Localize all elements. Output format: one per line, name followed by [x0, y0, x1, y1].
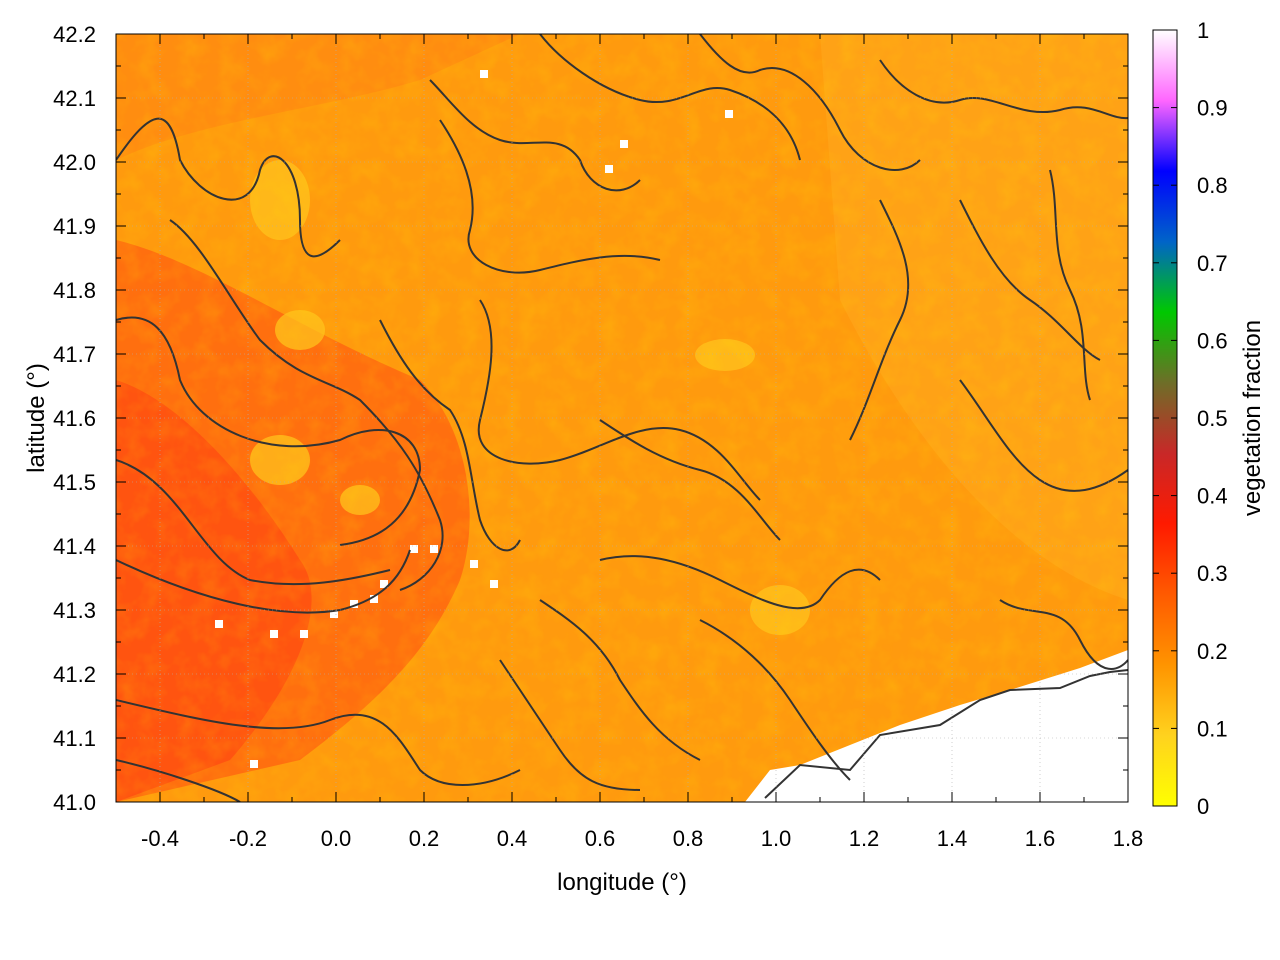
contour-line: [999, 599, 1128, 670]
no-data-pixel: [380, 580, 388, 588]
colorbar-tick-label: 0: [1197, 794, 1209, 819]
no-data-pixel: [725, 110, 733, 118]
colorbar-tick-label: 0.7: [1197, 251, 1228, 276]
contour-line: [959, 379, 1128, 492]
y-tick-label: 42.0: [53, 150, 96, 175]
contour-line: [116, 316, 422, 546]
colorbar-tick-label: 0.1: [1197, 716, 1228, 741]
colorbar-tick-label: 0.2: [1197, 639, 1228, 664]
y-tick-label: 41.5: [53, 470, 96, 495]
x-tick-label: 1.4: [937, 826, 968, 851]
colorbar-tick-label: 0.4: [1197, 484, 1228, 509]
contour-line: [1049, 169, 1091, 401]
contour-line: [429, 79, 641, 192]
y-tick-label: 42.1: [53, 86, 96, 111]
y-tick-label: 41.9: [53, 214, 96, 239]
colorbar-tick-label: 0.9: [1197, 96, 1228, 121]
colorbar-tick-label: 1: [1197, 18, 1209, 43]
contour-line: [116, 117, 341, 258]
contour-line: [764, 669, 1128, 799]
y-tick-label: 42.2: [53, 22, 96, 47]
contour-line: [699, 34, 921, 171]
contour-line: [439, 119, 661, 274]
contour-line: [699, 619, 851, 781]
y-tick-label: 41.4: [53, 534, 96, 559]
y-tick-label: 41.3: [53, 598, 96, 623]
colorbar-ticks: 0 0.1 0.2 0.3 0.4 0.5 0.6 0.7 0.8 0.9 1: [1153, 18, 1228, 819]
contour-line: [116, 459, 391, 586]
no-data-pixel: [605, 165, 613, 173]
contour-line: [116, 699, 521, 786]
no-data-pixel: [620, 140, 628, 148]
no-data-pixel: [430, 545, 438, 553]
y-tick-label: 41.8: [53, 278, 96, 303]
contour-line: [477, 299, 761, 501]
contour-line: [116, 549, 411, 614]
no-data-pixel: [350, 600, 358, 608]
contour-line: [879, 59, 1128, 120]
x-tick-label: -0.4: [141, 826, 179, 851]
x-tick-label: 0.8: [673, 826, 704, 851]
colorbar-tick-label: 0.8: [1197, 173, 1228, 198]
no-data-pixel: [250, 760, 258, 768]
contour-line: [539, 599, 701, 761]
y-tick-label: 41.6: [53, 406, 96, 431]
contour-line: [116, 759, 241, 802]
contour-line: [599, 419, 781, 541]
x-tick-label: 0.6: [585, 826, 616, 851]
x-tick-label: 1.6: [1025, 826, 1056, 851]
elevation-contours: [116, 34, 1128, 802]
grid-lines: [116, 34, 1128, 802]
no-data-pixel: [480, 70, 488, 78]
x-axis-ticks: -0.4 -0.2 0.0 0.2 0.4 0.6 0.8 1.0 1.2 1.4 1.6 1.8: [115, 34, 1144, 851]
colorbar-label: vegetation fraction: [1239, 320, 1266, 516]
no-data-pixel: [300, 630, 308, 638]
no-data-pixel: [490, 580, 498, 588]
y-tick-label: 41.7: [53, 342, 96, 367]
no-data-pixel: [410, 545, 418, 553]
colorbar-tick-label: 0.5: [1197, 406, 1228, 431]
no-data-pixel: [270, 630, 278, 638]
no-data-pixel: [470, 560, 478, 568]
colorbar-tick-label: 0.3: [1197, 561, 1228, 586]
y-axis-label: latitude (°): [23, 363, 50, 473]
contour-line: [849, 199, 910, 441]
no-data-pixel: [370, 595, 378, 603]
x-tick-label: 1.8: [1113, 826, 1144, 851]
x-axis-label: longitude (°): [557, 869, 687, 896]
x-tick-label: -0.2: [229, 826, 267, 851]
no-data-pixel: [330, 610, 338, 618]
contour-line: [599, 555, 881, 610]
no-data-pixel: [215, 620, 223, 628]
colorbar-tick-label: 0.6: [1197, 328, 1228, 353]
y-axis-ticks: 41.0 41.1 41.2 41.3 41.4 41.5 41.6 41.7 41.8 41.9…: [53, 22, 1128, 815]
contour-line: [169, 219, 444, 591]
contour-line: [959, 199, 1101, 361]
x-tick-label: 0.0: [321, 826, 352, 851]
y-tick-label: 41.1: [53, 726, 96, 751]
x-tick-label: 0.2: [409, 826, 440, 851]
y-tick-label: 41.0: [53, 790, 96, 815]
contour-line: [379, 319, 521, 552]
x-tick-label: 1.0: [761, 826, 792, 851]
contour-line: [539, 34, 801, 161]
contour-line: [499, 659, 641, 791]
x-tick-label: 0.4: [497, 826, 528, 851]
y-tick-label: 41.2: [53, 662, 96, 687]
x-tick-label: 1.2: [849, 826, 880, 851]
